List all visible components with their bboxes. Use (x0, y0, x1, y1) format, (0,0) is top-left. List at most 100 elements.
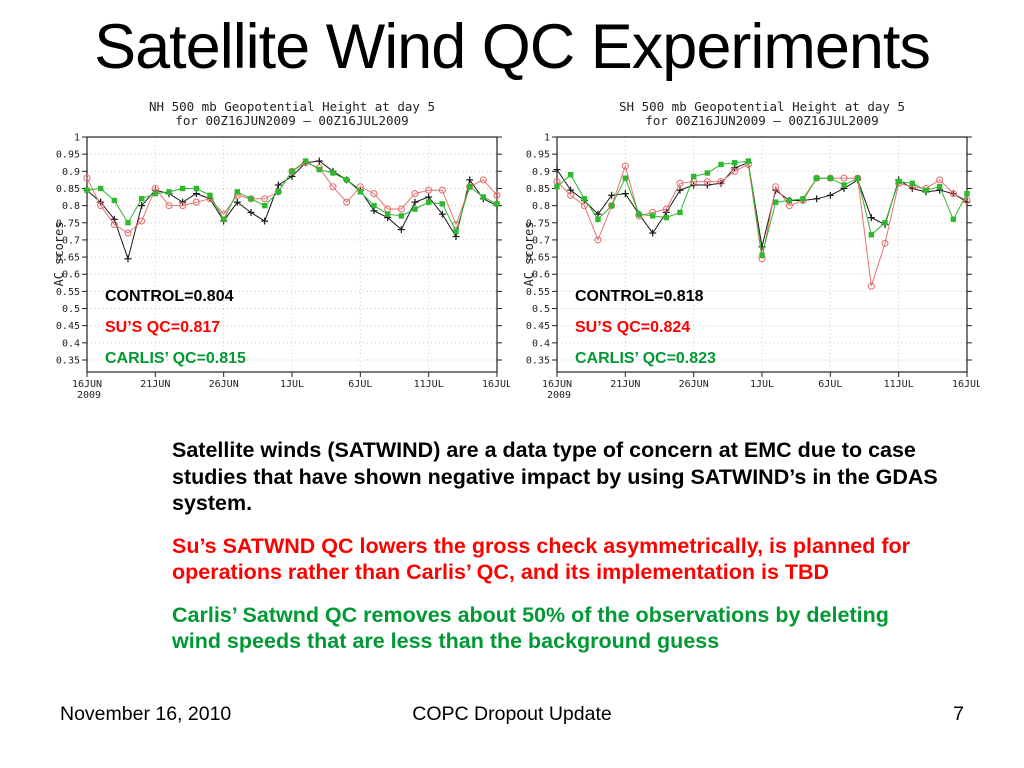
y-tick-label: 0.75 (526, 218, 550, 229)
marker-circle (772, 183, 780, 191)
marker-square (608, 202, 615, 209)
marker-square (936, 184, 943, 190)
marker-square (412, 206, 418, 212)
x-axis-year-label: 2009 (77, 390, 101, 401)
x-tick-label: 1JUL (750, 379, 774, 390)
y-tick-label: 0.7 (532, 235, 550, 246)
marker-square (731, 160, 738, 166)
y-tick-label: 0.95 (56, 150, 80, 161)
marker-square (248, 196, 254, 202)
marker-square (302, 158, 309, 164)
marker-square (316, 166, 323, 173)
marker-square (357, 189, 364, 195)
chart-nh-title-line2: for 00Z16JUN2009 – 00Z16JUL2009 (175, 113, 409, 128)
marker-square (854, 175, 861, 181)
marker-circle (192, 198, 200, 206)
plot-border (86, 136, 498, 373)
y-tick-label: 0.45 (526, 321, 550, 332)
marker-square (895, 178, 902, 185)
marker-circle (936, 176, 944, 184)
marker-circle (97, 202, 105, 210)
marker-square (125, 220, 131, 226)
marker-square (595, 216, 601, 223)
marker-circle (329, 183, 337, 191)
marker-circle (247, 195, 255, 203)
marker-square (466, 184, 473, 190)
marker-circle (425, 186, 433, 194)
y-tick-label: 0.35 (526, 355, 550, 366)
marker-circle (479, 176, 487, 184)
x-tick-label: 16JUL (482, 379, 510, 390)
y-tick-label: 0.35 (56, 355, 80, 366)
marker-square (923, 187, 929, 193)
marker-square (581, 196, 588, 202)
chart-sh-title-line2: for 00Z16JUN2009 – 00Z16JUL2009 (645, 113, 879, 128)
marker-circle (274, 188, 282, 196)
marker-circle (731, 167, 739, 175)
marker-square (193, 185, 200, 192)
marker-circle (343, 198, 351, 206)
marker-circle (411, 190, 419, 198)
chart-nh-y-axis-label: AC scores (52, 221, 66, 287)
marker-circle (165, 202, 173, 210)
footer-title: COPC Dropout Update (412, 703, 612, 725)
marker-square (677, 209, 683, 216)
marker-square (718, 161, 724, 168)
marker-circle (83, 174, 91, 182)
marker-square (554, 184, 560, 190)
marker-square (166, 189, 172, 195)
marker-square (220, 216, 227, 223)
marker-square (138, 196, 145, 202)
marker-square (275, 189, 282, 195)
y-tick-label: 0.9 (62, 167, 80, 178)
marker-square (827, 175, 834, 181)
y-tick-label: 0.65 (526, 253, 550, 264)
marker-square (384, 211, 391, 217)
marker-square (786, 197, 793, 204)
marker-circle (397, 205, 405, 213)
x-tick-label: 11JUL (414, 379, 444, 390)
x-tick-label: 21JUN (610, 379, 640, 390)
marker-circle (608, 202, 616, 210)
marker-square (97, 185, 104, 192)
plot-border (556, 136, 968, 373)
marker-square (439, 201, 446, 207)
chart-sh: SH 500 mb Geopotential Height at day 5 f… (515, 98, 980, 410)
marker-square (841, 182, 847, 188)
y-tick-label: 0.85 (56, 184, 80, 195)
marker-square (84, 187, 90, 193)
marker-square (813, 175, 820, 181)
annotation-sus-qc: SU’S QC=0.817 (105, 319, 221, 336)
footer-page-number: 7 (953, 703, 964, 725)
chart-nh-annotation: CONTROL=0.804 SU’S QC=0.817 CARLIS’ QC=0… (105, 281, 246, 374)
marker-square (950, 216, 957, 223)
marker-square (207, 192, 213, 199)
x-tick-label: 16JUN (542, 379, 572, 390)
marker-circle (717, 178, 725, 186)
marker-circle (580, 202, 588, 210)
marker-circle (840, 174, 848, 182)
y-tick-label: 0.6 (532, 270, 550, 281)
marker-circle (567, 191, 575, 199)
marker-circle (438, 186, 446, 194)
chart-sh-title: SH 500 mb Geopotential Height at day 5 f… (557, 100, 967, 128)
chart-nh-canvas: 1 0.95 0.9 0.85 0.8 0.75 0.7 0.65 0.6 0.55 0.5 0.45… (56, 133, 510, 402)
x-tick-label: 26JUN (209, 379, 239, 390)
y-tick-label: 0.75 (56, 218, 80, 229)
marker-square (179, 185, 186, 192)
y-tick-label: 0.55 (56, 287, 80, 298)
x-tick-label: 16JUL (952, 379, 980, 390)
paragraph-carlis-qc: Carlis’ Satwnd QC removes about 50% of t… (172, 602, 889, 654)
x-tick-label: 11JUL (884, 379, 914, 390)
marker-square (371, 202, 377, 209)
annotation-carlis-qc: CARLIS’ QC=0.823 (575, 350, 716, 367)
chart-sh-annotation: CONTROL=0.818 SU’S QC=0.824 CARLIS’ QC=0… (575, 281, 716, 374)
chart-sh-title-line1: SH 500 mb Geopotential Height at day 5 (619, 99, 905, 114)
chart-sh-canvas: 1 0.95 0.9 0.85 0.8 0.75 0.7 0.65 0.6 0.55 0.5 0.45… (526, 133, 980, 402)
y-tick-label: 0.45 (56, 321, 80, 332)
series-line-plus (556, 162, 968, 247)
annotation-control: CONTROL=0.818 (575, 288, 704, 305)
marker-square (567, 172, 574, 178)
marker-circle (261, 195, 269, 203)
